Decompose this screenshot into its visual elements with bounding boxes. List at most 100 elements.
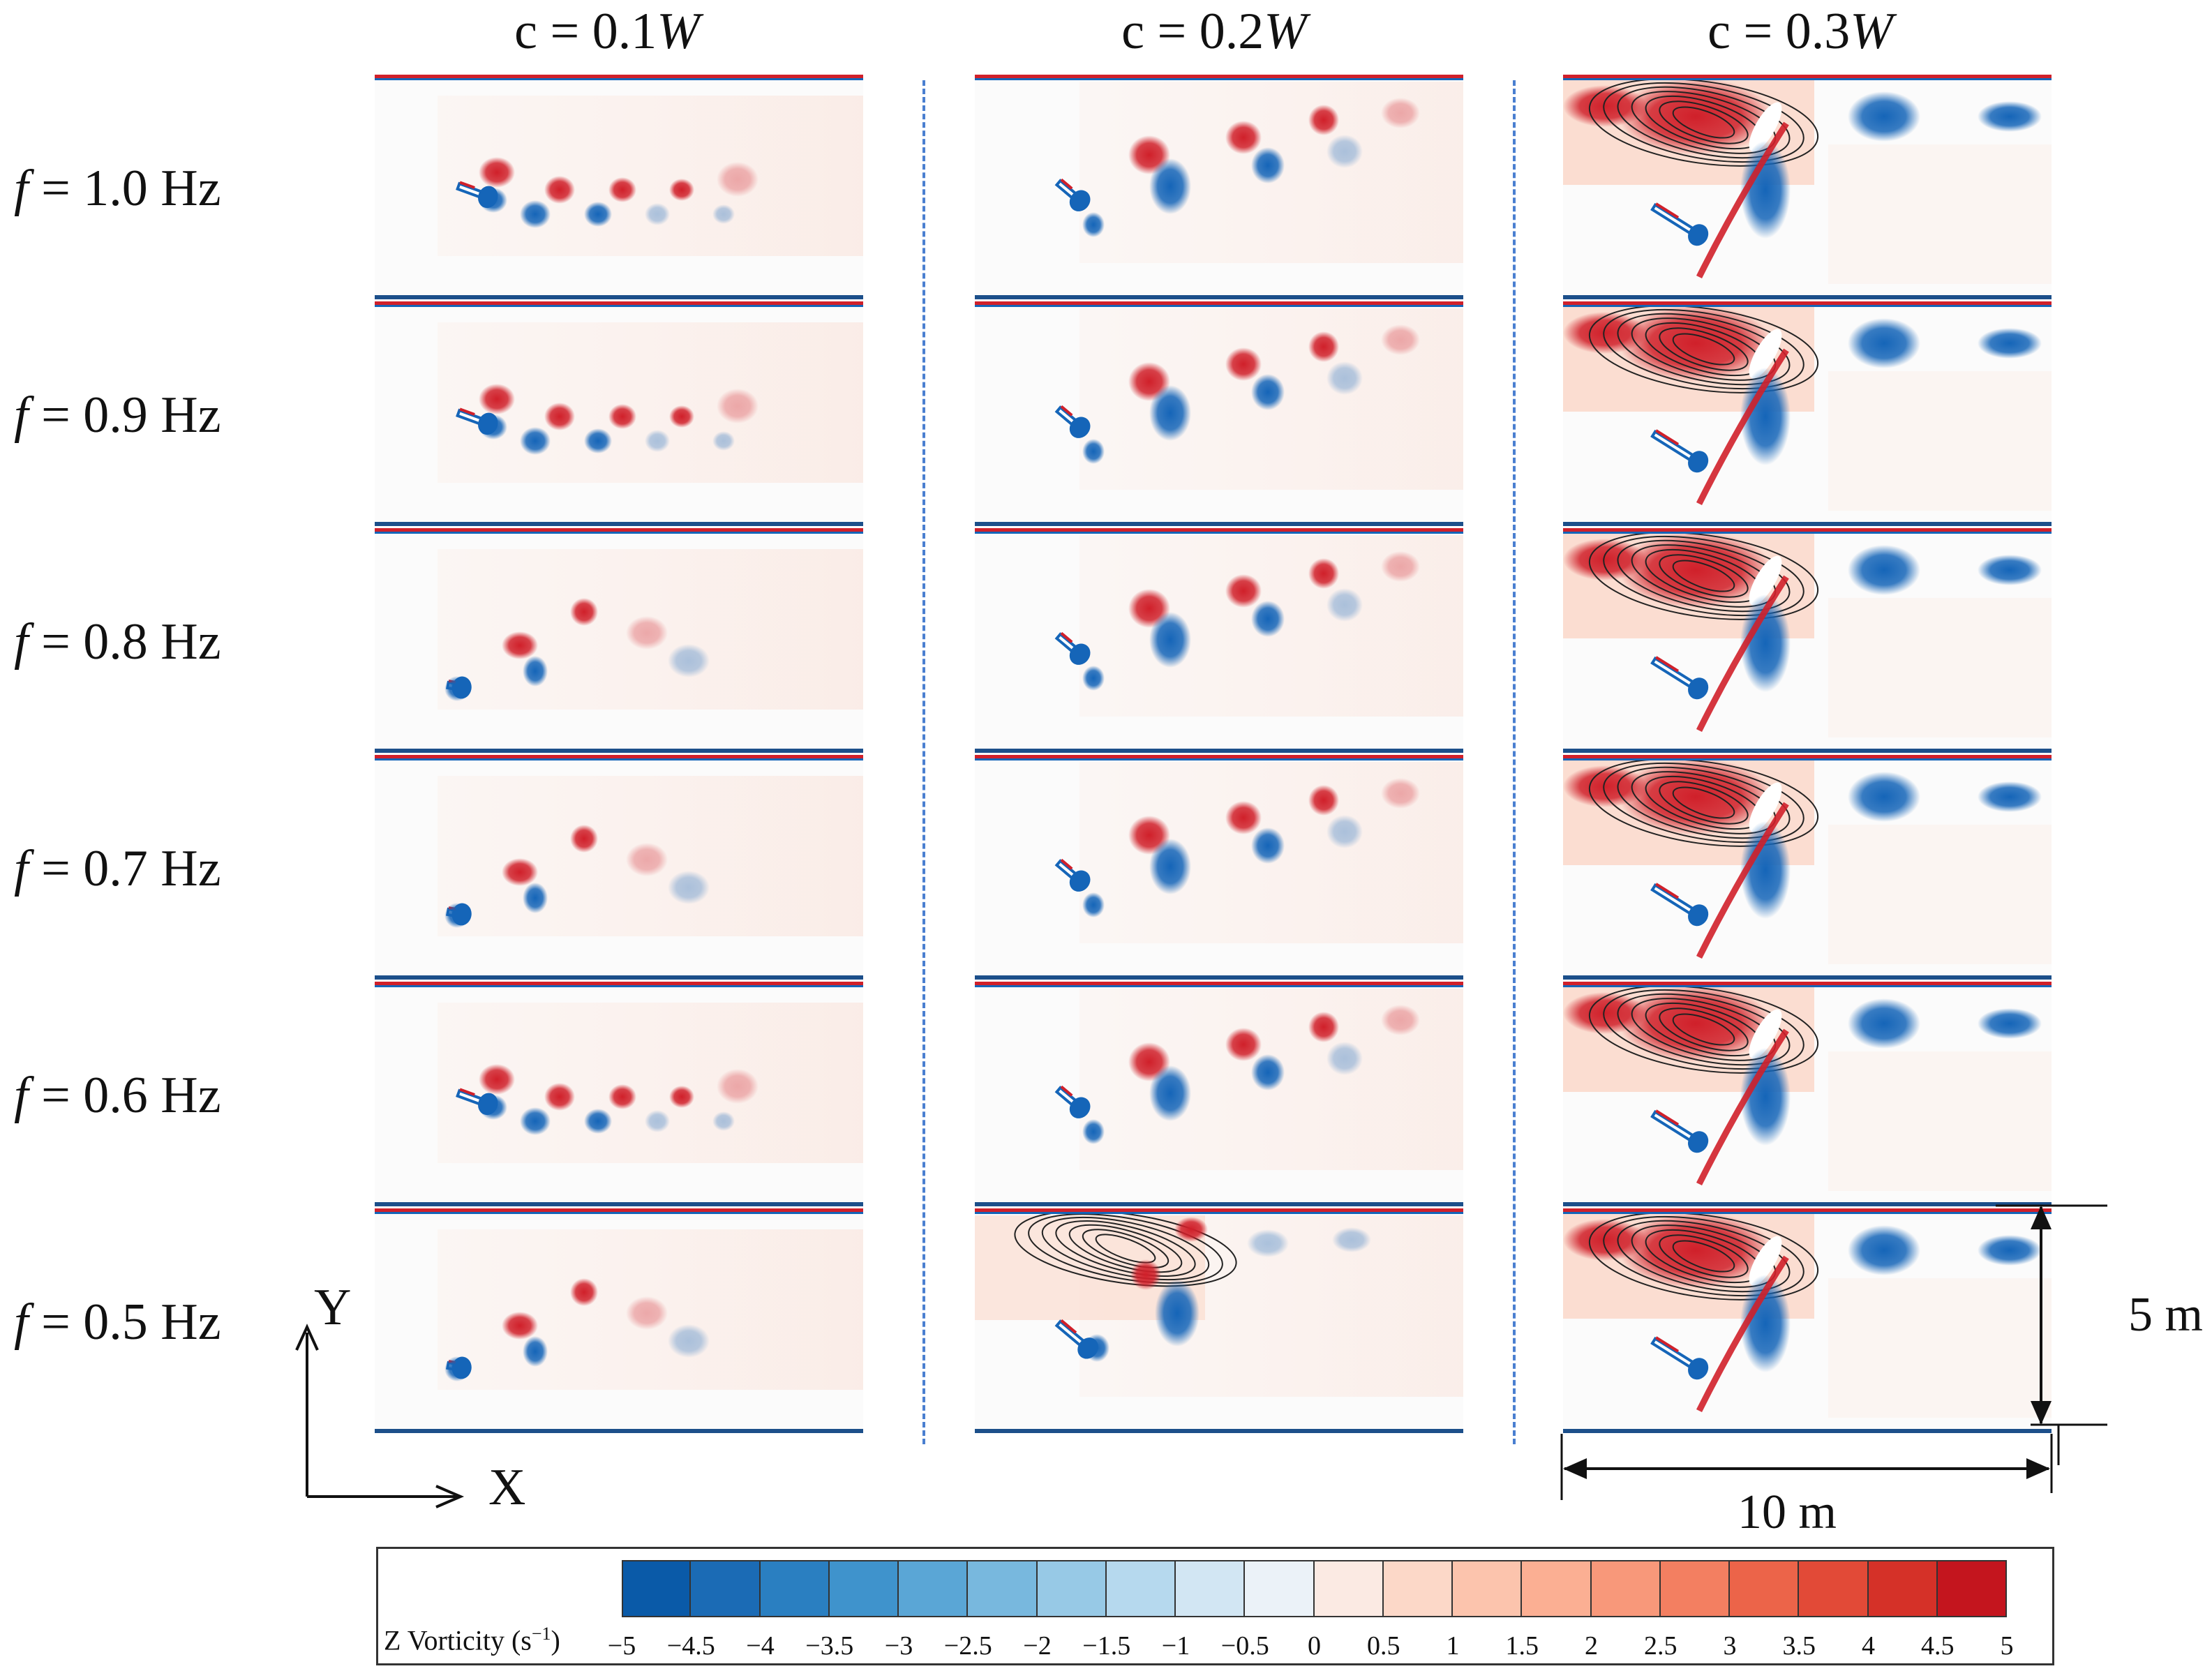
red-shear-layer xyxy=(1696,1255,1789,1413)
row-text: = 1.0 Hz xyxy=(28,160,221,217)
faint-red-vortex xyxy=(717,389,758,424)
vorticity-colorbar: −5 −4.5 −4 −3.5 −3 −2.5 −2 −1.5 −1 −0.5 0 0.5 1 1.5 2 2… xyxy=(376,1547,2054,1665)
red-vortex xyxy=(1308,1012,1339,1042)
blue-vortex xyxy=(1848,1225,1920,1275)
flapping-plate xyxy=(1650,429,1709,473)
row-text: = 0.7 Hz xyxy=(28,840,221,897)
faint-red-vortex xyxy=(1381,778,1420,809)
red-vortex xyxy=(608,177,636,202)
vorticity-field xyxy=(375,75,863,299)
flapping-plate xyxy=(1054,858,1091,892)
colorbar-cell xyxy=(1799,1560,1869,1617)
blue-vortex xyxy=(1155,1280,1200,1347)
x-axis-label: X xyxy=(488,1459,526,1516)
colorbar-tick-label: 1 xyxy=(1446,1631,1460,1661)
recirculation-streamlines xyxy=(1014,1210,1237,1287)
colorbar-tick-label: 4 xyxy=(1862,1631,1875,1661)
column-header-var: W xyxy=(657,3,700,60)
flapping-plate xyxy=(1054,405,1091,438)
blue-vortex xyxy=(444,903,470,928)
colorbar-tick-label: −2.5 xyxy=(943,1631,992,1661)
blue-vortex xyxy=(1978,101,2042,132)
blue-vortex xyxy=(1740,594,1791,692)
blue-vortex xyxy=(712,431,735,451)
faint-blue-vortex xyxy=(1327,135,1363,168)
red-recirculation-region xyxy=(1563,1219,1647,1261)
red-vortex xyxy=(502,1312,538,1340)
colorbar-cell xyxy=(1937,1560,2007,1617)
colorbar-cell xyxy=(1453,1560,1523,1617)
blue-vortex xyxy=(1848,772,1920,822)
blue-vortex xyxy=(1251,601,1285,637)
faint-red-vortex xyxy=(1381,98,1420,128)
red-vortex xyxy=(479,157,515,188)
colorbar-tick-label: −5 xyxy=(607,1631,636,1661)
vorticity-field xyxy=(375,755,863,980)
xy-axis-indicator xyxy=(295,1324,465,1508)
colorbar-tick-label: 1.5 xyxy=(1505,1631,1539,1661)
vorticity-field xyxy=(975,1208,1463,1433)
red-vortex xyxy=(608,1084,636,1109)
row-var: f xyxy=(14,840,29,897)
row-label-f-1.0: f = 1.0 Hz xyxy=(14,157,265,220)
colorbar-cell xyxy=(1730,1560,1800,1617)
column-header-text: c = 0.1 xyxy=(514,3,657,60)
colorbar-cell xyxy=(1383,1560,1453,1617)
colorbar-title-end: ) xyxy=(551,1624,560,1656)
vorticity-field xyxy=(975,528,1463,753)
blue-vortex xyxy=(645,1110,670,1132)
colorbar-tick-label: −4 xyxy=(746,1631,775,1661)
colorbar-cell xyxy=(968,1560,1038,1617)
vorticity-field xyxy=(1563,1208,2052,1433)
blue-vortex xyxy=(1082,666,1105,691)
red-vortex xyxy=(570,598,598,626)
red-vortex xyxy=(1174,1217,1208,1242)
column-header-var: W xyxy=(1850,3,1893,60)
vorticity-field xyxy=(375,982,863,1206)
red-vortex xyxy=(544,1083,575,1111)
vorticity-panel-c2-r1 xyxy=(975,75,1463,299)
red-vortex xyxy=(479,1064,515,1095)
blue-vortex xyxy=(1149,385,1191,441)
faint-blue-vortex xyxy=(1327,361,1363,395)
vorticity-field xyxy=(975,75,1463,299)
colorbar-tick-label: 2.5 xyxy=(1644,1631,1677,1661)
vorticity-panel-c1-r3 xyxy=(375,528,863,753)
blue-vortex xyxy=(1251,374,1285,410)
blue-vortex xyxy=(444,676,470,701)
blue-vortex xyxy=(1740,368,1791,465)
vorticity-field xyxy=(975,301,1463,526)
vorticity-panel-c2-r5 xyxy=(975,982,1463,1206)
blue-vortex xyxy=(1149,1065,1191,1121)
colorbar-cell xyxy=(1314,1560,1384,1617)
colorbar-cell xyxy=(1037,1560,1107,1617)
row-text: = 0.8 Hz xyxy=(28,613,221,670)
faint-blue-vortex xyxy=(668,644,710,677)
blue-vortex xyxy=(1082,892,1105,917)
blue-vortex xyxy=(523,656,548,687)
blue-vortex xyxy=(712,204,735,224)
colorbar-cell xyxy=(1868,1560,1938,1617)
red-shear-layer xyxy=(1696,1028,1789,1186)
colorbar-tick-label: −3.5 xyxy=(805,1631,854,1661)
faint-red-vortex xyxy=(717,162,758,197)
blue-vortex xyxy=(712,1111,735,1131)
blue-vortex xyxy=(1082,439,1105,464)
colorbar-tick-label: −4.5 xyxy=(666,1631,715,1661)
red-shear-layer xyxy=(1696,348,1789,506)
red-vortex xyxy=(570,825,598,853)
vorticity-field xyxy=(375,528,863,753)
flapping-plate xyxy=(1650,1336,1709,1380)
y-axis-label: Y xyxy=(314,1279,352,1336)
row-label-f-0.8: f = 0.8 Hz xyxy=(14,610,265,673)
red-vortex xyxy=(669,179,694,201)
column-header-text: c = 0.3 xyxy=(1707,3,1851,60)
red-recirculation-region xyxy=(1563,992,1647,1034)
red-vortex xyxy=(1308,105,1339,135)
red-vortex xyxy=(669,405,694,428)
faint-blue-vortex xyxy=(1327,588,1363,622)
blue-vortex xyxy=(1848,91,1920,142)
vorticity-field xyxy=(975,755,1463,980)
vorticity-field xyxy=(375,301,863,526)
blue-vortex xyxy=(479,414,507,440)
